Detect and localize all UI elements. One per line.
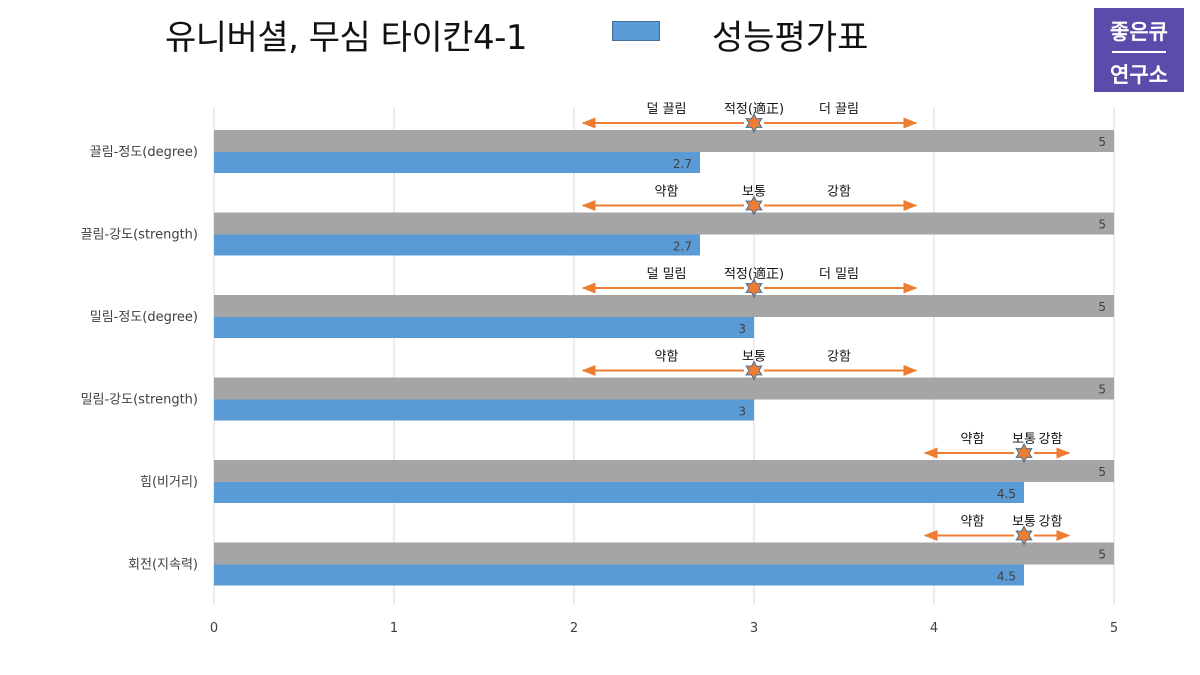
scale-bar [214,460,1114,482]
logo-line2: 연구소 [1110,63,1168,87]
performance-bar [214,399,754,421]
scale-bar [214,295,1114,317]
logo-line1: 좋은큐 [1110,20,1168,44]
x-tick-label: 3 [750,621,758,636]
star-marker-icon [1015,442,1033,464]
annotation-left-label: 덜 밀림 [646,267,686,282]
performance-bar [214,317,754,338]
performance-bar-label: 2.7 [673,240,692,254]
scale-bar-label: 5 [1098,300,1106,314]
performance-bar-label: 2.7 [673,157,692,171]
performance-bar [214,482,1024,503]
performance-bar [214,234,700,256]
performance-bar-label: 3 [738,322,746,336]
performance-bar [214,564,1024,586]
annotation-mid-label: 보통 [1012,432,1036,447]
annotation-right-label: 강함 [827,185,851,200]
annotation-right-label: 강함 [1039,432,1063,447]
category-label: 끌림-강도(strength) [81,228,198,243]
annotation-mid-label: 보통 [742,185,766,200]
scale-bar-label: 5 [1098,383,1106,397]
performance-bar-label: 4.5 [997,570,1016,584]
x-tick-label: 0 [210,621,218,636]
scale-bar-label: 5 [1098,218,1106,232]
annotation-left-label: 약함 [961,515,985,530]
category-label: 끌림-정도(degree) [90,145,198,160]
annotation-left-label: 덜 끌림 [646,102,686,117]
annotation-mid-label: 보통 [742,350,766,365]
category-label: 밀림-강도(strength) [81,393,198,408]
annotation-mid-label: 적정(適正) [724,266,784,282]
scale-bar [214,377,1114,400]
scale-bar-label: 5 [1098,548,1106,562]
annotation-mid-label: 적정(適正) [724,101,784,117]
performance-bar-label: 3 [738,405,746,419]
annotation-right-label: 더 끌림 [819,102,859,117]
performance-bar [214,152,700,173]
brand-logo: 좋은큐 연구소 [1094,8,1184,92]
logo-divider [1112,51,1166,53]
star-marker-icon [745,277,763,299]
scale-bar [214,130,1114,152]
annotation-right-label: 강함 [1039,515,1063,530]
annotation-left-label: 약함 [655,185,679,200]
scale-bar [214,542,1114,565]
category-label: 밀림-정도(degree) [90,310,198,325]
annotation-right-label: 더 밀림 [819,267,859,282]
x-tick-label: 4 [930,621,938,636]
x-tick-label: 2 [570,621,578,636]
star-marker-icon [1015,525,1033,546]
category-label: 회전(지속력) [128,558,198,573]
legend-swatch [612,21,660,41]
scale-bar-label: 5 [1098,135,1106,149]
performance-bar-label: 4.5 [997,487,1016,501]
x-tick-label: 1 [390,621,398,636]
scale-bar-label: 5 [1098,465,1106,479]
star-marker-icon [745,112,763,134]
category-label: 힘(비거리) [140,475,198,490]
star-marker-icon [745,195,763,216]
annotation-mid-label: 보통 [1012,515,1036,530]
legend-label: 성능평가표 [712,18,869,58]
star-marker-icon [745,360,763,381]
scale-bar [214,212,1114,235]
x-tick-label: 5 [1110,621,1118,636]
annotation-right-label: 강함 [827,350,851,365]
annotation-left-label: 약함 [961,432,985,447]
annotation-left-label: 약함 [655,350,679,365]
chart-title: 유니버셜, 무심 타이칸4-1 [165,18,527,58]
